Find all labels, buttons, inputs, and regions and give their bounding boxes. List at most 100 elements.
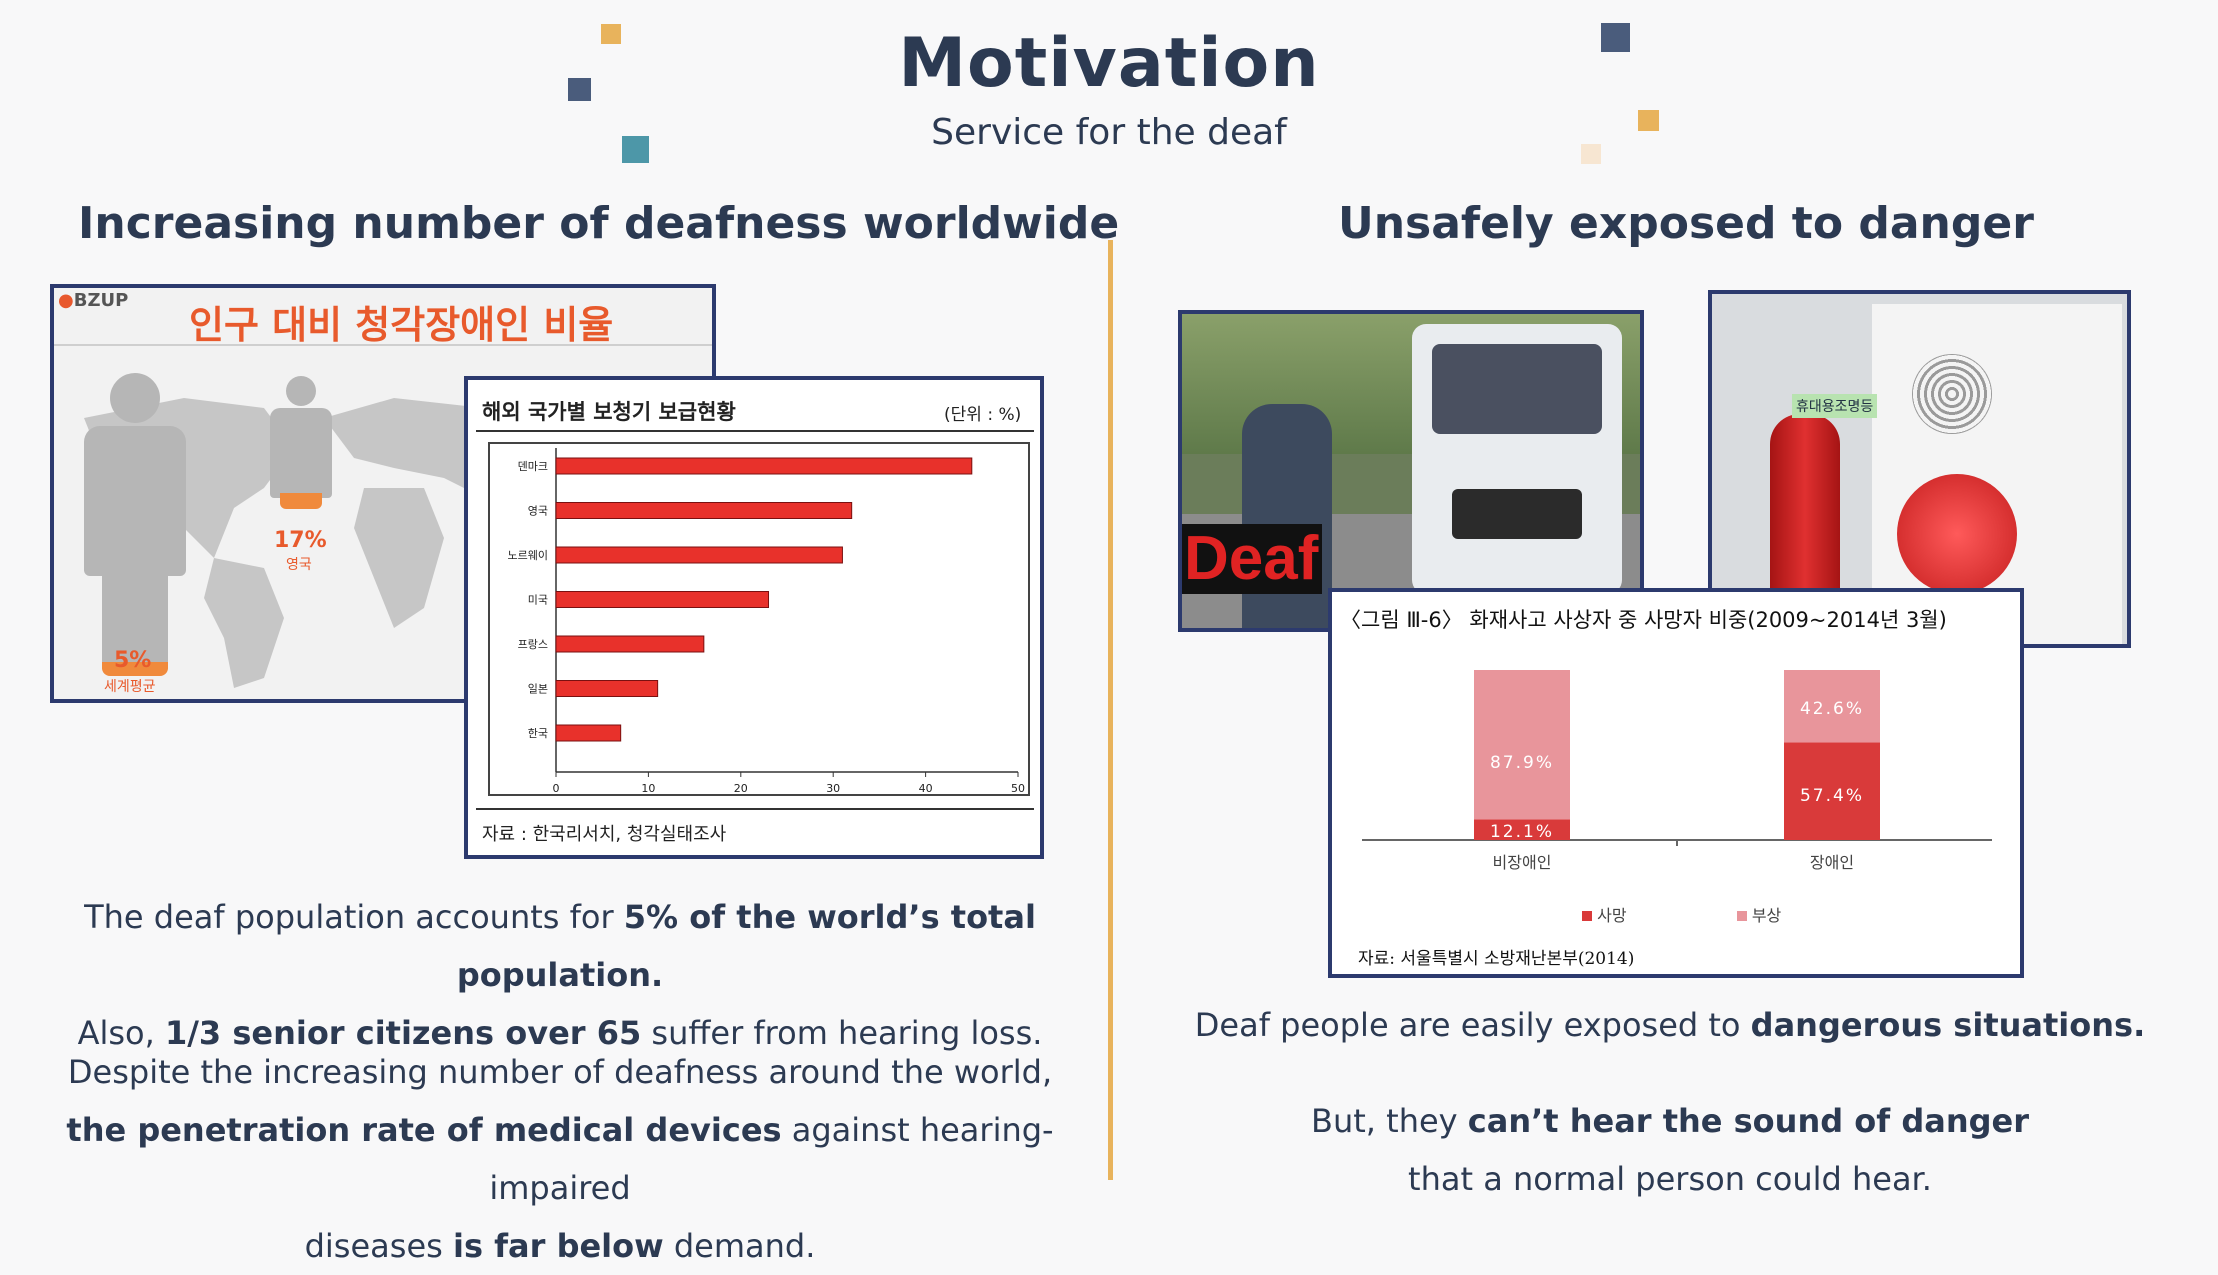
category-label: 덴마크 <box>518 460 548 473</box>
fire-chart-title: 〈그림 Ⅲ-6〉 화재사고 사상자 중 사망자 비중(2009~2014년 3월… <box>1340 608 1947 632</box>
fire-casualty-bar-plot: 12.1% 87.9% 비장애인 57.4% 42.6% 장애인 <box>1362 670 1992 872</box>
fire-chart-source: 자료: 서울특별시 소방재난본부(2014) <box>1358 949 1635 969</box>
bar <box>555 502 853 519</box>
x-tick-label: 40 <box>919 782 933 795</box>
category-label: 비장애인 <box>1493 853 1552 872</box>
right-paragraph-2: But, they can’t hear the sound of danger… <box>1130 1092 2210 1208</box>
category-label: 영국 <box>528 505 548 518</box>
stacked-bar-segment <box>1784 742 1880 840</box>
text-line: But, they can’t hear the sound of danger <box>1130 1092 2210 1150</box>
alarm-bell-icon <box>1897 474 2017 594</box>
text-span: Deaf people are easily exposed to <box>1194 1006 1751 1044</box>
stacked-bar-segment <box>1474 670 1570 820</box>
truck-grille <box>1452 489 1582 539</box>
text-emphasis: the penetration rate of medical devices <box>66 1111 782 1149</box>
category-label: 장애인 <box>1810 853 1854 872</box>
world-percent: 5% <box>114 648 152 673</box>
infographic-title: 인구 대비 청각장애인 비율 <box>189 303 614 347</box>
decor-square <box>622 136 649 163</box>
segment-label: 12.1% <box>1490 822 1554 842</box>
segment-label: 87.9% <box>1490 753 1554 773</box>
person-figure-uk <box>286 376 316 406</box>
pedestrian-figure <box>1242 404 1332 628</box>
left-heading: Increasing number of deafness worldwide <box>78 198 1120 249</box>
bar <box>555 680 659 697</box>
category-label: 일본 <box>528 682 548 696</box>
logo-mark-icon: ● <box>58 290 74 311</box>
person-legs-world <box>102 573 168 669</box>
speaker-grille-icon <box>1912 354 1992 434</box>
world-label: 세계평균 <box>104 679 156 695</box>
person-figure-world <box>110 373 160 423</box>
text-line: that a normal person could hear. <box>1408 1160 1932 1198</box>
text-emphasis: 5% of the world’s total population. <box>456 898 1036 994</box>
person-feet-uk <box>280 493 322 509</box>
right-heading: Unsafely exposed to danger <box>1338 198 2034 249</box>
page-title: Motivation <box>898 24 1320 103</box>
decor-square <box>1581 144 1601 164</box>
legend-swatch-injury <box>1736 911 1747 921</box>
text-line: Despite the increasing number of deafnes… <box>67 1053 1053 1091</box>
decor-square <box>601 24 621 44</box>
fire-casualty-chart: 〈그림 Ⅲ-6〉 화재사고 사상자 중 사망자 비중(2009~2014년 3월… <box>1328 588 2024 978</box>
left-paragraph-1: The deaf population accounts for 5% of t… <box>20 888 1100 1062</box>
legend-label-death: 사망 <box>1597 906 1627 925</box>
segment-label: 42.6% <box>1800 699 1864 719</box>
decor-square <box>1638 110 1659 131</box>
text-span: diseases <box>304 1227 453 1265</box>
chart-rule <box>476 430 1034 432</box>
truck-windshield <box>1432 344 1602 434</box>
deaf-caption: Deaf <box>1182 524 1323 594</box>
person-body-uk <box>270 408 332 498</box>
text-span: But, they <box>1311 1102 1468 1140</box>
street-truck-photo: Deaf <box>1178 310 1644 632</box>
text-span: The deaf population accounts for <box>84 898 624 936</box>
device-label: 휴대용조명등 <box>1792 394 1878 418</box>
text-emphasis: 1/3 senior citizens over 65 <box>164 1014 642 1052</box>
bar <box>555 724 622 742</box>
text-line: The deaf population accounts for 5% of t… <box>20 888 1100 1004</box>
text-span: demand. <box>663 1227 816 1265</box>
text-span: suffer from hearing loss. <box>641 1014 1043 1052</box>
left-paragraph-2: Despite the increasing number of deafnes… <box>20 1043 1100 1275</box>
x-tick-label: 10 <box>641 782 655 795</box>
bar <box>555 457 973 475</box>
chart-rule-bottom <box>476 808 1034 810</box>
right-paragraph-1: Deaf people are easily exposed to danger… <box>1130 996 2210 1054</box>
text-span: Also, <box>77 1014 165 1052</box>
uk-label: 영국 <box>286 557 312 573</box>
plot-border <box>488 442 1030 796</box>
device-panel <box>1872 304 2122 644</box>
uk-percent: 17% <box>274 528 327 553</box>
category-label: 한국 <box>528 727 548 740</box>
fire-chart-legend: 사망 부상 <box>1582 902 1781 926</box>
x-tick-label: 50 <box>1011 782 1025 795</box>
chart-unit: (단위 : %) <box>944 405 1022 425</box>
person-body-world <box>84 426 186 576</box>
bar <box>555 635 705 653</box>
text-line: diseases is far below demand. <box>20 1217 1100 1275</box>
decor-square <box>1601 23 1630 52</box>
title-rule <box>54 344 712 346</box>
legend-label-injury: 부상 <box>1751 906 1782 925</box>
x-tick-label: 20 <box>734 782 748 795</box>
legend-swatch-death <box>1582 911 1592 921</box>
person-feet-world <box>102 662 168 676</box>
text-span: against hearing-impaired <box>489 1111 1054 1207</box>
category-label: 프랑스 <box>518 638 548 651</box>
x-tick-label: 30 <box>826 782 840 795</box>
stacked-bar-segment <box>1474 819 1570 840</box>
bar <box>555 591 770 608</box>
text-line: Also, 1/3 senior citizens over 65 suffer… <box>20 1004 1100 1062</box>
text-emphasis: can’t hear the sound of danger <box>1467 1102 2029 1140</box>
page-subtitle: Service for the deaf <box>931 112 1287 153</box>
text-emphasis: is far below <box>452 1227 664 1265</box>
decor-square <box>568 78 591 101</box>
brand-logo: ●BZUP <box>58 290 129 311</box>
hearing-aid-chart: 해외 국가별 보청기 보급현황 (단위 : %) 덴마크 영국 노르웨이 미국 프랑스 일… <box>464 376 1044 859</box>
stacked-bar-segment <box>1784 670 1880 743</box>
text-line: the penetration rate of medical devices … <box>20 1101 1100 1217</box>
x-tick-label: 0 <box>553 782 560 795</box>
category-label: 노르웨이 <box>508 549 548 562</box>
